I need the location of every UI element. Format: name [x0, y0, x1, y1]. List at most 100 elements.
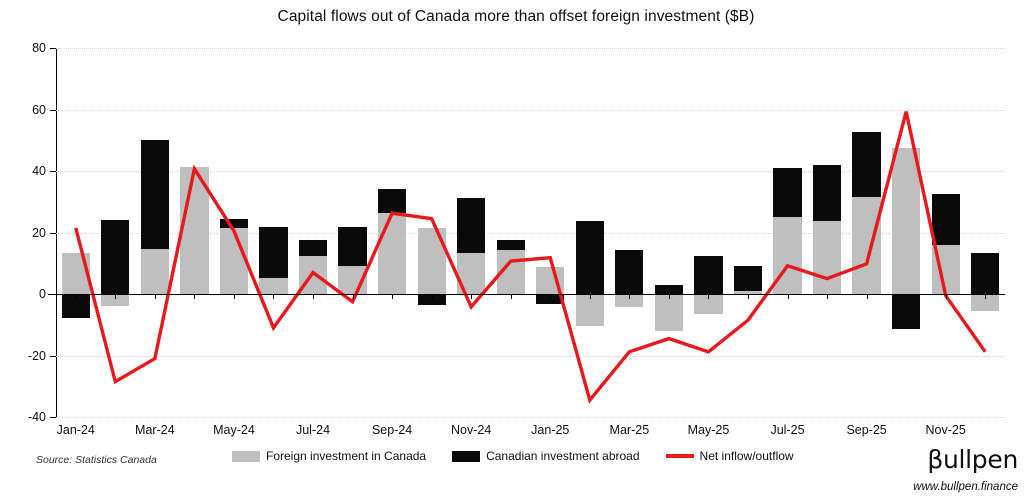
- y-axis-tick-label: 80: [32, 41, 46, 55]
- chart-title: Capital flows out of Canada more than of…: [277, 8, 755, 25]
- legend-label: Canadian investment abroad: [486, 449, 640, 463]
- bar-segment-canadian-investment: [536, 294, 565, 304]
- y-axis-tick-label: 60: [32, 102, 46, 117]
- bar-segment-foreign-investment: [219, 227, 249, 294]
- legend-swatch-icon: [665, 454, 694, 458]
- x-axis-tick-label: Sep-25: [846, 423, 887, 437]
- y-axis-tick-label: -40: [27, 410, 46, 424]
- y-axis-tick-mark: [50, 294, 56, 295]
- bar-segment-canadian-investment: [971, 253, 1000, 294]
- x-axis-tick-mark: [550, 294, 552, 299]
- x-axis-tick-label: Sep-24: [371, 423, 413, 437]
- x-axis-tick-label: Nov-24: [451, 423, 492, 437]
- x-axis-tick-mark: [510, 294, 512, 299]
- bar-segment-foreign-investment: [615, 294, 644, 307]
- bar-segment-canadian-investment: [457, 198, 486, 254]
- x-axis-tick-mark: [906, 294, 908, 299]
- y-axis-tick-mark: [50, 109, 56, 111]
- x-axis-tick-label: May-24: [213, 423, 255, 437]
- chart-legend: Foreign investment in Canada Canadian inv…: [232, 449, 794, 463]
- net-flow-polyline: [74, 111, 987, 404]
- bar-segment-canadian-investment: [654, 284, 684, 294]
- gridline: [56, 232, 1005, 235]
- bar-segment-canadian-investment: [852, 131, 881, 198]
- bar-segment-foreign-investment: [180, 166, 209, 294]
- x-axis-tick-mark: [945, 294, 947, 299]
- plot-area: [48, 48, 1005, 419]
- bar-segment-foreign-investment: [694, 294, 723, 314]
- x-axis-tick-mark: [194, 294, 196, 299]
- gridline: [56, 417, 1005, 419]
- bar-segment-foreign-investment: [140, 248, 169, 294]
- x-axis-tick-label: May-25: [687, 423, 730, 437]
- y-axis-tick-label: 0: [39, 287, 46, 301]
- bar-segment-foreign-investment: [575, 294, 604, 327]
- bar-segment-foreign-investment: [812, 220, 842, 294]
- y-axis-tick-mark: [50, 48, 56, 49]
- gridline: [56, 355, 1005, 358]
- bar-segment-canadian-investment: [575, 220, 604, 294]
- y-axis-tick-mark: [50, 232, 56, 234]
- x-axis-tick-label: Jul-25: [770, 423, 805, 437]
- brand-logo: βullpen: [927, 445, 1018, 474]
- bar-segment-canadian-investment: [931, 194, 960, 245]
- x-axis-tick-mark: [787, 294, 789, 299]
- legend-label: Foreign investment in Canada: [266, 449, 427, 463]
- bar-segment-foreign-investment: [892, 147, 921, 294]
- bar-segment-foreign-investment: [852, 197, 881, 294]
- x-axis-tick-label: Jul-24: [295, 423, 331, 437]
- x-axis-tick-label: Mar-25: [609, 423, 650, 437]
- y-axis-tick-label: 20: [32, 225, 46, 240]
- bar-segment-foreign-investment: [971, 294, 1000, 311]
- x-axis-tick-mark: [589, 294, 591, 299]
- bar-segment-canadian-investment: [61, 294, 90, 318]
- bar-segment-canadian-investment: [812, 165, 842, 221]
- legend-item: Foreign investment in Canada: [232, 449, 426, 463]
- bar-segment-foreign-investment: [654, 294, 684, 331]
- x-axis-tick-mark: [629, 294, 631, 299]
- gridline: [56, 109, 1005, 112]
- brand-url: www.bullpen.finance: [913, 481, 1018, 493]
- x-axis-tick-mark: [273, 294, 275, 299]
- x-axis-tick-mark: [668, 294, 670, 299]
- gridline: [56, 171, 1005, 173]
- x-axis-tick-mark: [827, 294, 829, 299]
- x-axis-tick-mark: [985, 294, 987, 299]
- y-axis-tick-mark: [50, 171, 56, 172]
- x-axis-tick-mark: [431, 294, 433, 299]
- x-axis-tick-mark: [747, 294, 749, 299]
- legend-item: Net inflow/outflow: [665, 449, 794, 463]
- x-axis-tick-mark: [115, 294, 117, 299]
- bar-segment-canadian-investment: [773, 167, 802, 218]
- net-flow-line: [74, 111, 987, 404]
- bar-segment-canadian-investment: [733, 266, 763, 291]
- y-axis-tick-label: -20: [27, 348, 46, 363]
- bar-segment-canadian-investment: [377, 188, 407, 213]
- bar-segment-canadian-investment: [338, 226, 367, 267]
- legend-item: Canadian investment abroad: [452, 449, 640, 463]
- gridline: [56, 48, 1005, 50]
- legend-label: Net inflow/outflow: [699, 449, 794, 463]
- bar-segment-canadian-investment: [892, 294, 921, 330]
- x-axis-tick-label: Jan-24: [56, 423, 95, 437]
- bar-segment-canadian-investment: [259, 226, 288, 279]
- x-axis-tick-mark: [471, 294, 473, 299]
- x-axis-tick-label: Jan-25: [531, 423, 570, 437]
- legend-swatch-icon: [452, 450, 481, 462]
- zero-line: [48, 294, 1005, 295]
- source-note: Source: Statistics Canada: [36, 454, 157, 466]
- x-axis-tick-mark: [233, 294, 235, 299]
- bar-segment-canadian-investment: [496, 239, 525, 251]
- bar-segment-foreign-investment: [101, 294, 130, 307]
- x-axis-tick-label: Nov-25: [925, 423, 966, 437]
- bar-segment-canadian-investment: [298, 240, 328, 256]
- bar-segment-canadian-investment: [417, 294, 446, 305]
- y-axis-tick-mark: [50, 355, 56, 357]
- bar-segment-foreign-investment: [259, 278, 288, 294]
- chart-footer: Source: Statistics Canada Foreign invest…: [0, 445, 1032, 502]
- bar-segment-canadian-investment: [219, 219, 249, 228]
- x-axis-tick-label: Mar-24: [135, 423, 175, 437]
- bar-segment-canadian-investment: [694, 255, 723, 294]
- y-axis-tick-mark: [50, 417, 56, 418]
